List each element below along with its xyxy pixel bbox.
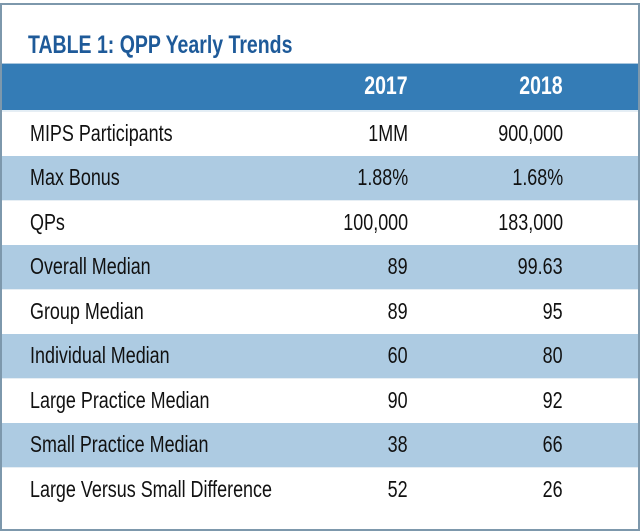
value-2018: 99.63 bbox=[518, 252, 563, 279]
table-header-row: 2017 2018 bbox=[2, 63, 638, 111]
value-2018: 66 bbox=[543, 430, 563, 457]
value-2017: 1.88% bbox=[357, 163, 408, 190]
row-label: MIPS Participants bbox=[30, 120, 173, 146]
table-row: QPs 100,000 183,000 bbox=[2, 200, 638, 245]
table-row: MIPS Participants 1MM 900,000 bbox=[2, 111, 638, 156]
value-2018: 1.68% bbox=[512, 163, 563, 190]
row-label: Overall Median bbox=[30, 252, 151, 279]
row-label: Max Bonus bbox=[30, 163, 120, 190]
row-label: Large Versus Small Difference bbox=[30, 476, 272, 502]
row-label: QPs bbox=[30, 209, 65, 235]
table-title: TABLE 1: QPP Yearly Trends bbox=[28, 31, 293, 59]
value-2017: 52 bbox=[388, 476, 408, 502]
table-row: Small Practice Median 38 66 bbox=[2, 422, 638, 467]
column-header-2017: 2017 bbox=[364, 72, 408, 100]
table-container: TABLE 1: QPP Yearly Trends 2017 2018 MIP… bbox=[0, 3, 640, 531]
row-label: Group Median bbox=[30, 298, 144, 324]
column-header-2018: 2018 bbox=[519, 72, 563, 100]
row-label: Small Practice Median bbox=[30, 430, 209, 457]
value-2018: 92 bbox=[543, 387, 563, 413]
value-2017: 89 bbox=[388, 252, 408, 279]
value-2018: 900,000 bbox=[498, 120, 563, 146]
value-2017: 1MM bbox=[368, 120, 408, 146]
table-row: Large Practice Median 90 92 bbox=[2, 378, 638, 423]
value-2017: 38 bbox=[388, 430, 408, 457]
value-2017: 60 bbox=[388, 341, 408, 368]
value-2018: 183,000 bbox=[498, 209, 563, 235]
value-2018: 95 bbox=[543, 298, 563, 324]
row-label: Large Practice Median bbox=[30, 387, 210, 413]
table-row: Large Versus Small Difference 52 26 bbox=[2, 467, 638, 512]
value-2017: 100,000 bbox=[343, 209, 408, 235]
table-row: Max Bonus 1.88% 1.68% bbox=[2, 155, 638, 200]
table-row: Individual Median 60 80 bbox=[2, 333, 638, 378]
table-row: Group Median 89 95 bbox=[2, 289, 638, 334]
value-2018: 26 bbox=[543, 476, 563, 502]
table-row: Overall Median 89 99.63 bbox=[2, 244, 638, 289]
row-label: Individual Median bbox=[30, 341, 170, 368]
value-2018: 80 bbox=[543, 341, 563, 368]
value-2017: 89 bbox=[388, 298, 408, 324]
value-2017: 90 bbox=[388, 387, 408, 413]
table-body: MIPS Participants 1MM 900,000 Max Bonus … bbox=[2, 111, 638, 512]
